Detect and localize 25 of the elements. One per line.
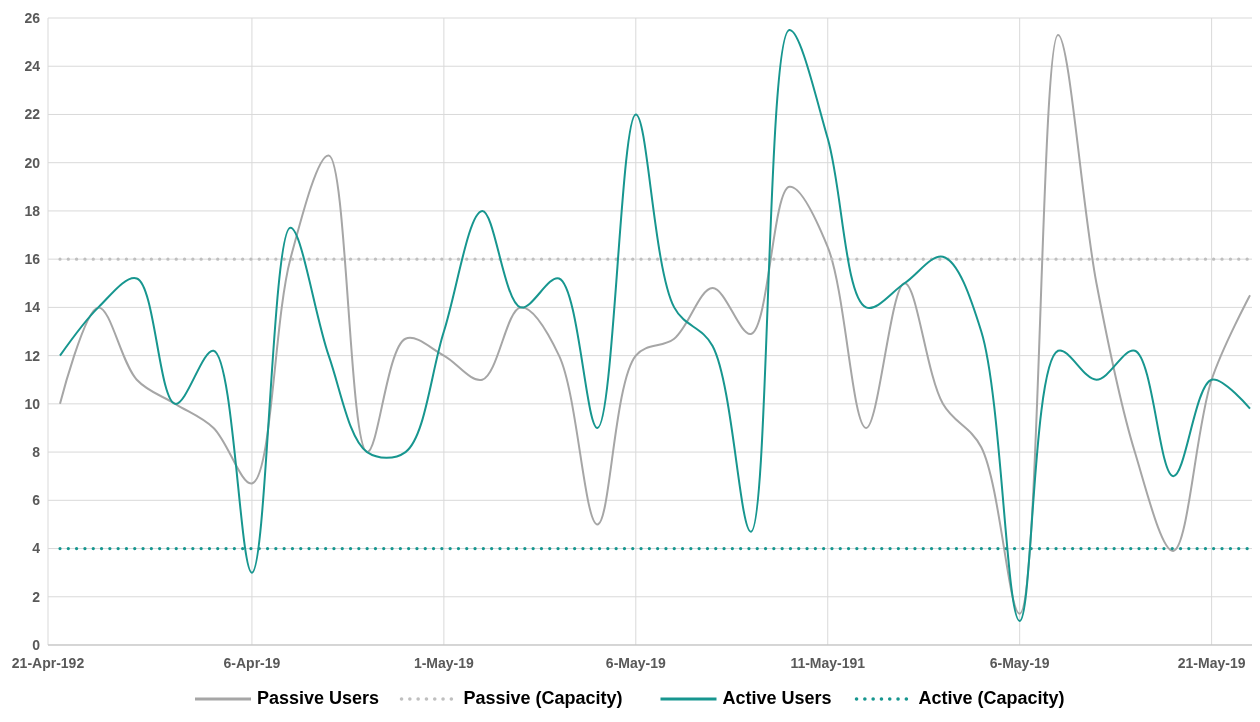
y-tick-label: 22 [24, 106, 41, 123]
y-tick-label: 18 [24, 202, 41, 219]
y-tick-label: 6 [32, 492, 41, 509]
y-tick-label: 20 [24, 154, 41, 171]
y-tick-label: 24 [24, 58, 41, 75]
legend-label: Passive Users [257, 688, 380, 708]
y-tick-label: 26 [24, 9, 41, 26]
x-tick-label: 21-May-19 [1177, 655, 1246, 671]
x-tick-label: 6-Apr-19 [223, 655, 281, 671]
y-tick-label: 4 [32, 540, 41, 557]
y-tick-label: 2 [32, 588, 41, 605]
x-tick-label: 1-May-19 [413, 655, 475, 671]
legend-label: Active Users [722, 688, 832, 708]
y-tick-label: 14 [24, 299, 41, 316]
legend-label: Passive (Capacity) [463, 688, 623, 708]
y-tick-label: 10 [24, 395, 41, 412]
x-tick-label: 6-May-19 [989, 655, 1050, 671]
y-tick-label: 16 [24, 251, 41, 268]
y-tick-label: 0 [32, 636, 41, 653]
y-tick-label: 8 [32, 443, 41, 460]
legend-label: Active (Capacity) [918, 688, 1065, 708]
x-tick-label: 11-May-191 [790, 655, 866, 671]
y-tick-label: 12 [24, 347, 41, 364]
x-tick-label: 21-Apr-192 [11, 655, 85, 671]
x-tick-label: 6-May-19 [605, 655, 666, 671]
